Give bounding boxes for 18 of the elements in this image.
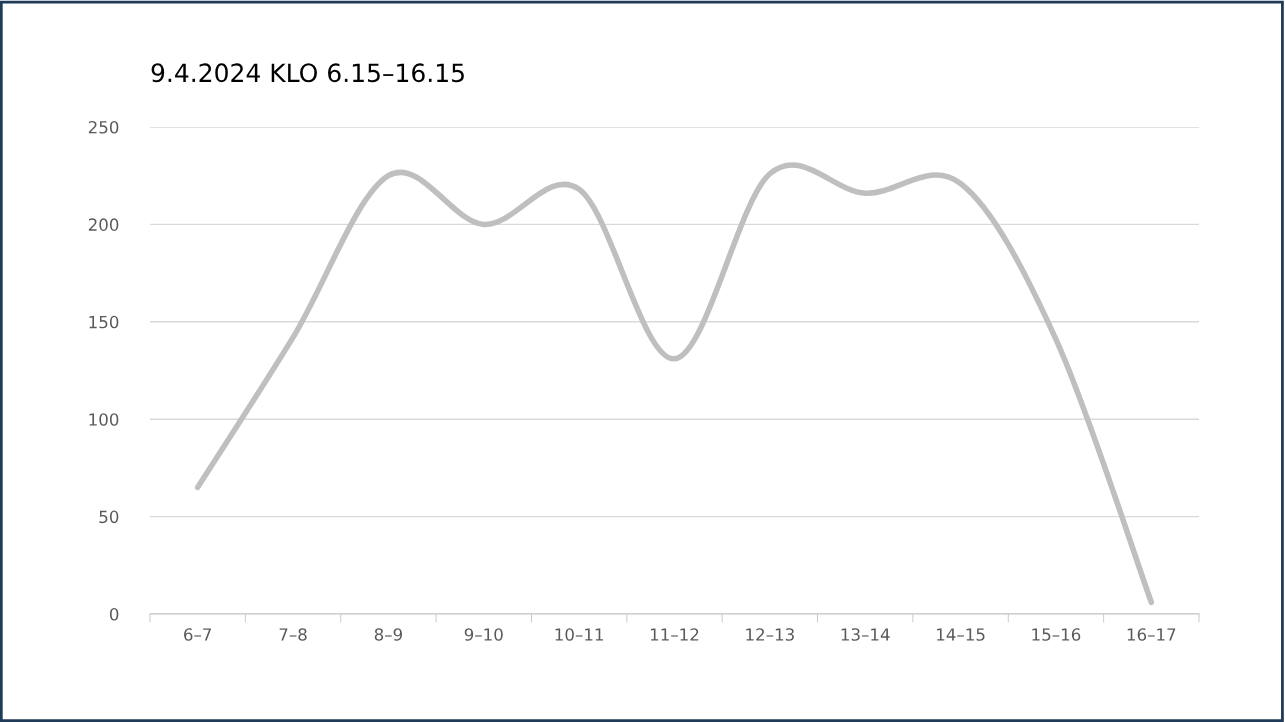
y-tick-label: 200 xyxy=(88,218,119,231)
y-tick-label: 150 xyxy=(89,315,119,329)
x-tick-label: 13–14 xyxy=(841,628,890,641)
x-tick-label: 14–15 xyxy=(937,628,985,641)
x-tick-label: 11–12 xyxy=(650,628,699,641)
x-tick-label: 16–17 xyxy=(1127,628,1176,641)
x-tick-label: 7–8 xyxy=(279,628,307,641)
x-tick-label: 15–16 xyxy=(1032,628,1081,641)
x-tick-label: 12–13 xyxy=(746,628,794,641)
x-tick-label: 8–9 xyxy=(374,628,403,641)
y-tick-label: 0 xyxy=(109,607,119,621)
x-tick-label: 6–7 xyxy=(184,628,212,641)
x-tick-label: 9–10 xyxy=(464,628,503,641)
x-tick-label: 10–11 xyxy=(555,628,603,641)
y-tick-label: 50 xyxy=(99,510,119,524)
y-tick-label: 250 xyxy=(88,120,119,134)
chart-title: 9.4.2024 KLO 6.15–16.15 xyxy=(151,63,464,83)
y-tick-label: 100 xyxy=(89,413,119,426)
